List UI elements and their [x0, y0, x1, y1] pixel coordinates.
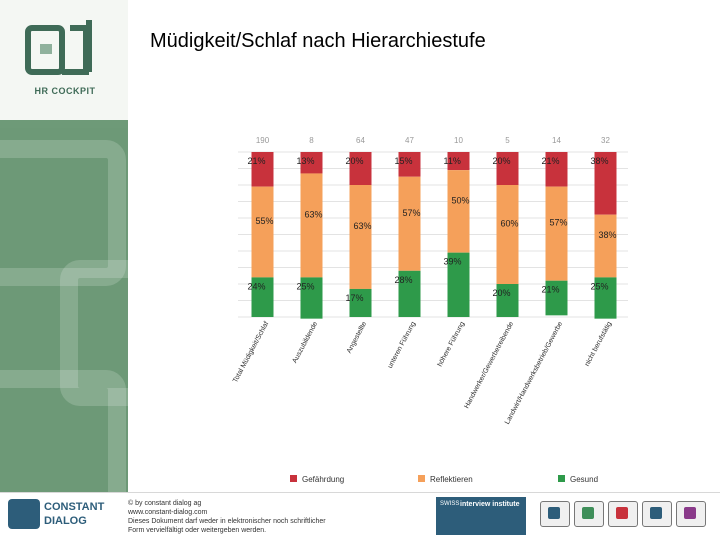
- data-label: 17%: [346, 293, 364, 303]
- hr-cockpit-logo: [18, 18, 110, 100]
- page-title: Müdigkeit/Schlaf nach Hierarchiestufe: [150, 30, 486, 52]
- category-label: höhere Führung: [437, 321, 467, 368]
- sidebar: HR COCKPIT: [0, 0, 226, 526]
- data-label: 21%: [542, 156, 560, 166]
- bar-segment: [349, 288, 372, 317]
- bar-segment: [251, 152, 274, 187]
- bar-segment: [496, 284, 519, 317]
- category-label: nicht berufstätig: [584, 321, 613, 368]
- footer: CONSTANT DIALOG © by constant dialog ag …: [0, 492, 720, 541]
- top-value-label: 64: [356, 136, 365, 145]
- data-label: 21%: [542, 285, 560, 295]
- partner-small: SWISS: [440, 501, 460, 507]
- legend-swatch: [418, 475, 425, 482]
- data-label: 39%: [444, 257, 462, 267]
- product-icon: [540, 501, 570, 527]
- data-label: 55%: [256, 216, 274, 226]
- product-icon: [642, 501, 672, 527]
- data-label: 60%: [501, 219, 519, 229]
- logo-text: HR COCKPIT: [34, 86, 96, 96]
- bar-segment: [496, 185, 519, 284]
- partner-label: interview institute: [460, 501, 520, 508]
- product-icon: [574, 501, 604, 527]
- category-label: unteren Führung: [387, 321, 418, 370]
- bar-segment: [300, 152, 323, 174]
- top-value-label: 14: [552, 136, 561, 145]
- data-label: 38%: [591, 156, 609, 166]
- top-value-label: 10: [454, 136, 463, 145]
- content-area: [128, 120, 720, 492]
- legend-label: Gesund: [570, 475, 598, 484]
- data-label: 21%: [248, 156, 266, 166]
- category-label: Landwirt/Handwerksbetrieb/Gewerbe: [504, 321, 564, 426]
- data-label: 28%: [395, 275, 413, 285]
- data-label: 25%: [297, 281, 315, 291]
- top-value-label: 32: [601, 136, 610, 145]
- copyright-line: www.constant-dialog.com: [128, 509, 208, 516]
- stacked-bar-chart: 190 21% 55% 24% Total Müdigkeit/Schlaf 8 13% 63…: [232, 136, 628, 484]
- top-value-label: 190: [256, 136, 270, 145]
- top-value-label: 47: [405, 136, 414, 145]
- footer-copyright: © by constant dialog ag www.constant-dia…: [128, 499, 388, 535]
- constant-dialog-logo: CONSTANT DIALOG: [8, 499, 128, 535]
- bar-segment: [594, 277, 617, 319]
- bar-segment: [545, 280, 568, 316]
- bar-segment: [398, 176, 421, 271]
- legend-swatch: [290, 475, 297, 482]
- data-label: 11%: [444, 156, 461, 166]
- bar-segment: [349, 152, 372, 185]
- bar-segment: [447, 152, 470, 171]
- bar-segment: [398, 152, 421, 177]
- top-value-label: 8: [309, 136, 314, 145]
- bar-segment: [545, 152, 568, 187]
- legend-label: Gefährdung: [302, 475, 344, 484]
- data-label: 63%: [354, 221, 372, 231]
- bar-segment: [349, 185, 372, 289]
- bar-segment: [545, 186, 568, 281]
- bar-segment: [251, 186, 274, 278]
- data-label: 57%: [403, 208, 421, 218]
- data-label: 63%: [305, 209, 323, 219]
- copyright-line: Dieses Dokument darf weder in elektronis…: [128, 518, 326, 525]
- bar-segment: [398, 270, 421, 317]
- bar-segment: [594, 152, 617, 215]
- data-label: 20%: [493, 288, 511, 298]
- copyright-line: © by constant dialog ag: [128, 500, 202, 507]
- bar-segment: [251, 277, 274, 317]
- data-label: 15%: [395, 156, 413, 166]
- partner-logo: SWISS interview institute: [436, 497, 526, 535]
- bar-segment: [300, 173, 323, 278]
- product-icon: [608, 501, 638, 527]
- bar-segment: [300, 277, 323, 319]
- category-label: Handwerker/Gewerbetreibende: [463, 321, 515, 410]
- data-label: 38%: [599, 230, 617, 240]
- category-label: Angestellte: [346, 321, 368, 355]
- top-value-label: 5: [505, 136, 510, 145]
- data-label: 13%: [297, 156, 315, 166]
- bar-segment: [447, 170, 470, 253]
- bar-segment: [447, 252, 470, 317]
- data-label: 24%: [248, 281, 266, 291]
- brand-line1: CONSTANT: [44, 501, 105, 513]
- category-label: Auszubildende: [292, 321, 320, 365]
- bar-segment: [496, 152, 519, 185]
- brand-line2: DIALOG: [44, 515, 87, 527]
- data-label: 25%: [591, 281, 609, 291]
- data-label: 57%: [550, 218, 568, 228]
- data-label: 20%: [493, 156, 511, 166]
- copyright-line: Form vervielfältigt oder weitergeben wer…: [128, 527, 267, 534]
- legend-swatch: [558, 475, 565, 482]
- legend-label: Reflektieren: [430, 475, 473, 484]
- data-label: 20%: [346, 156, 364, 166]
- product-icon: [676, 501, 706, 527]
- data-label: 50%: [452, 195, 470, 205]
- category-label: Total Müdigkeit/Schlaf: [232, 321, 270, 384]
- bar-segment: [594, 214, 617, 278]
